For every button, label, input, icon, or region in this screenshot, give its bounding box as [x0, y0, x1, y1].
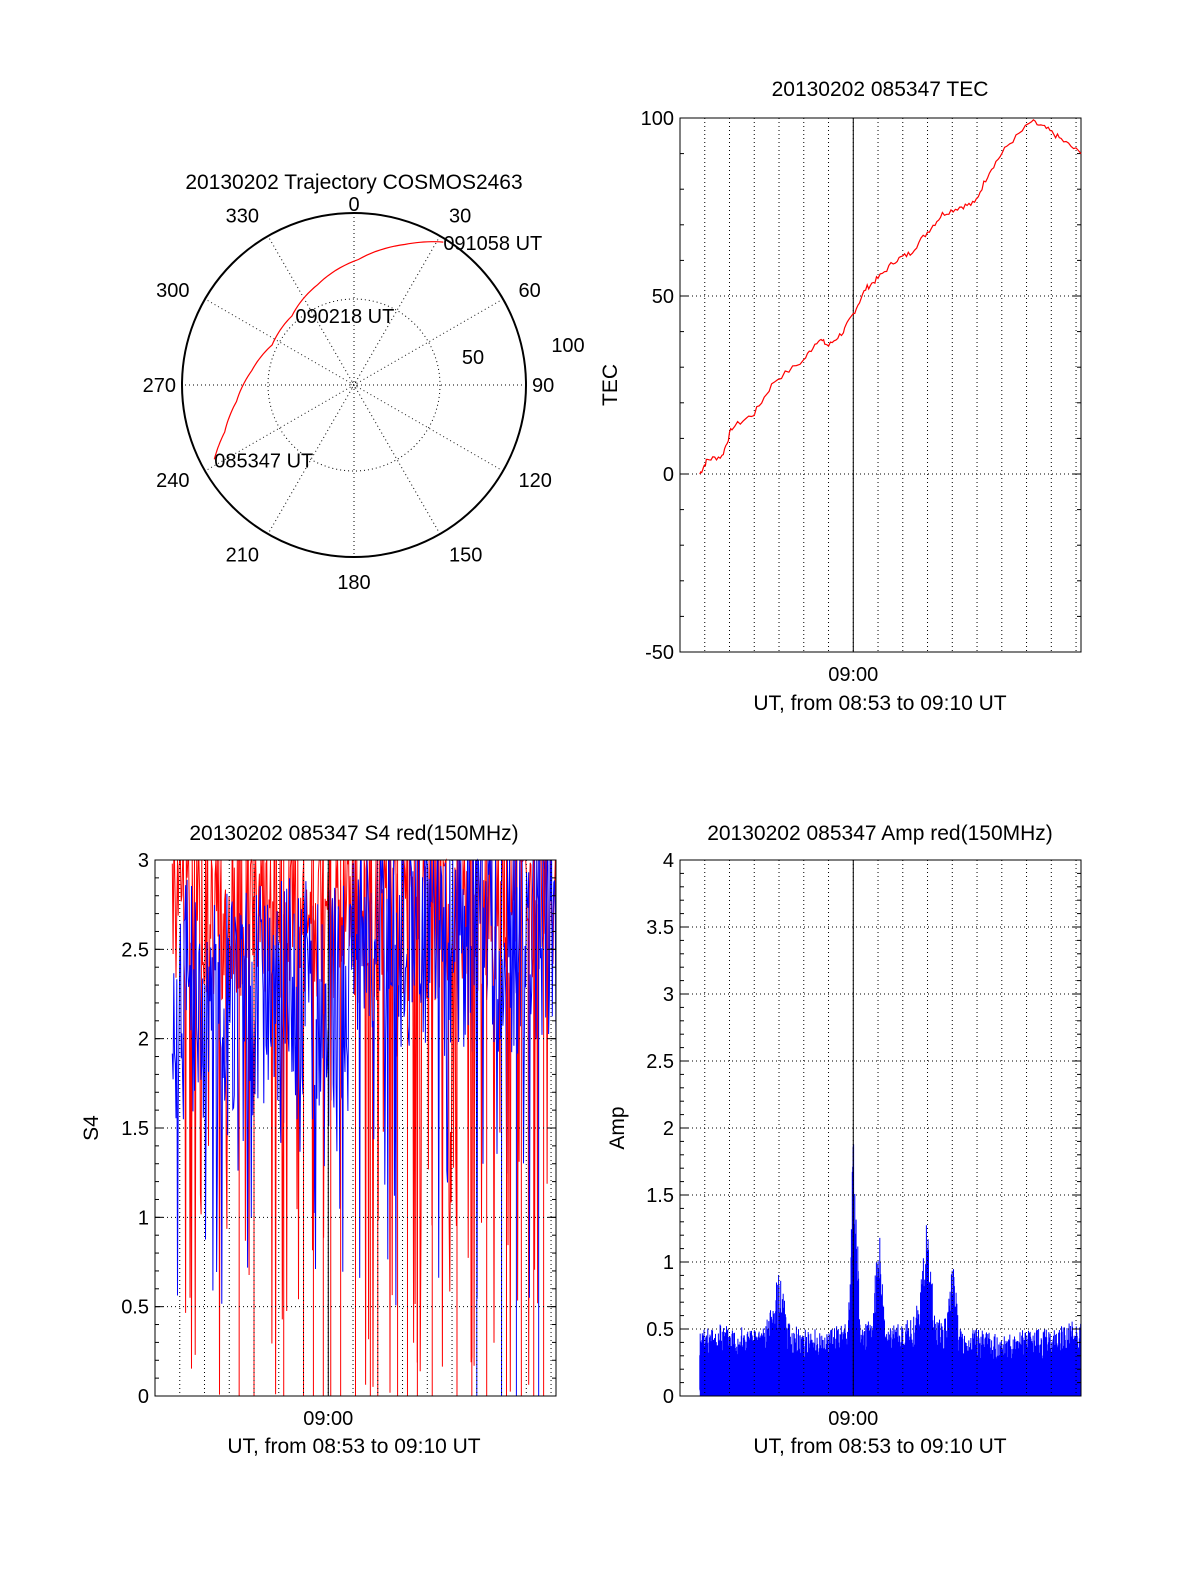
- tec-y-tick-labels: -50 0 50 100: [641, 108, 674, 664]
- polar-azimuth-labels: 0 30 60 90 120 150 180 210 240 270 300 330: [143, 194, 555, 594]
- polar-annotation-0: 085347 UT: [214, 450, 313, 472]
- polar-azimuth-label-330: 330: [226, 205, 259, 227]
- amp-blue-trace: [699, 1144, 1082, 1396]
- polar-azimuth-label-120: 120: [519, 470, 552, 492]
- s4-ytick-label: 2.5: [121, 939, 149, 961]
- s4-x-axis-label: UT, from 08:53 to 09:10 UT: [227, 1435, 480, 1458]
- polar-spoke-150: [267, 235, 441, 535]
- s4-ytick-label: 3: [138, 850, 149, 872]
- amp-y-tick-labels: 0 0.5 1 1.5 2 2.5 3 3.5 4: [646, 850, 674, 1408]
- polar-radial-label-50: 50: [462, 347, 484, 369]
- amp-x-tick-labels: 09:00: [828, 1408, 878, 1430]
- s4-y-tick-labels: 0 0.5 1 1.5 2 2.5 3: [121, 850, 149, 1408]
- tec-ytick-label: 0: [663, 464, 674, 486]
- polar-grid: [182, 213, 526, 557]
- tec-x-tick-labels: 09:00: [828, 664, 878, 686]
- amp-grid: [679, 859, 1081, 1397]
- amp-noise-traces: [699, 1144, 1082, 1396]
- s4-xtick-label: 09:00: [303, 1408, 353, 1430]
- polar-azimuth-label-240: 240: [156, 470, 189, 492]
- tec-x-axis-label: UT, from 08:53 to 09:10 UT: [753, 692, 1006, 715]
- tec-ytick-label: 50: [652, 286, 674, 308]
- polar-radial-labels: 50 100: [462, 335, 585, 369]
- polar-azimuth-label-300: 300: [156, 280, 189, 302]
- polar-time-annotations: 085347 UT 090218 UT 091058 UT: [214, 233, 542, 472]
- tec-frame: [679, 117, 1082, 653]
- s4-title: 20130202 085347 S4 red(150MHz): [189, 822, 518, 845]
- polar-azimuth-label-150: 150: [449, 545, 482, 567]
- amp-ytick-label: 3: [663, 984, 674, 1006]
- s4-ytick-label: 0: [138, 1386, 149, 1408]
- tec-ytick-label: -50: [645, 642, 674, 664]
- amp-x-axis-label: UT, from 08:53 to 09:10 UT: [753, 1435, 1006, 1458]
- polar-title: 20130202 Trajectory COSMOS2463: [185, 171, 522, 194]
- polar-azimuth-label-60: 60: [519, 280, 541, 302]
- polar-azimuth-label-0: 0: [348, 194, 359, 216]
- amp-plot: 20130202 085347 Amp red(150MHz) 0 0.5 1 1.5…: [606, 822, 1082, 1458]
- amp-ytick-label: 2: [663, 1118, 674, 1140]
- polar-outer-circle: [181, 212, 527, 558]
- amp-ytick-label: 1: [663, 1252, 674, 1274]
- amp-ytick-label: 2.5: [646, 1051, 674, 1073]
- s4-frame: [154, 859, 557, 1397]
- polar-azimuth-label-270: 270: [143, 375, 176, 397]
- tec-ytick-label: 100: [641, 108, 674, 130]
- amp-xtick-label: 09:00: [828, 1408, 878, 1430]
- amp-frame: [679, 859, 1082, 1397]
- amp-base-fill: [699, 1362, 1081, 1396]
- s4-ytick-label: 1: [138, 1207, 149, 1229]
- polar-ring-50: [267, 298, 441, 472]
- s4-plot: 20130202 085347 S4 red(150MHz) 0 0.5 1 1.5 2…: [80, 822, 557, 1458]
- tec-grid: [679, 117, 1081, 653]
- tec-xtick-label: 09:00: [828, 664, 878, 686]
- amp-ytick-label: 3.5: [646, 917, 674, 939]
- tec-series-line: [699, 119, 1082, 475]
- polar-trajectory-line: [213, 241, 444, 460]
- amp-ytick-label: 0: [663, 1386, 674, 1408]
- amp-ytick-label: 0.5: [646, 1319, 674, 1341]
- s4-ytick-label: 1.5: [121, 1118, 149, 1140]
- polar-center: [350, 381, 358, 389]
- polar-azimuth-label-30: 30: [449, 205, 471, 227]
- polar-azimuth-label-210: 210: [226, 545, 259, 567]
- polar-annotation-1: 090218 UT: [295, 306, 394, 328]
- s4-y-axis-label: S4: [80, 1115, 103, 1141]
- s4-blue-trace: [171, 858, 557, 1306]
- amp-ytick-label: 1.5: [646, 1185, 674, 1207]
- s4-x-tick-labels: 09:00: [303, 1408, 353, 1430]
- trajectory-polar-plot: 20130202 Trajectory COSMOS2463 0 30 60 90 12…: [143, 171, 585, 594]
- s4-ytick-label: 0.5: [121, 1297, 149, 1319]
- s4-noise-traces: [171, 858, 557, 1396]
- polar-radial-label-100: 100: [551, 335, 584, 357]
- tec-title: 20130202 085347 TEC: [772, 78, 989, 101]
- amp-y-axis-label: Amp: [606, 1106, 629, 1149]
- polar-annotation-2: 091058 UT: [443, 233, 542, 255]
- polar-azimuth-label-90: 90: [532, 375, 554, 397]
- amp-ytick-label: 4: [663, 850, 674, 872]
- polar-azimuth-label-180: 180: [337, 572, 370, 594]
- tec-series: [699, 119, 1082, 475]
- amp-title: 20130202 085347 Amp red(150MHz): [707, 822, 1053, 845]
- s4-ytick-label: 2: [138, 1029, 149, 1051]
- tec-y-axis-label: TEC: [599, 364, 622, 406]
